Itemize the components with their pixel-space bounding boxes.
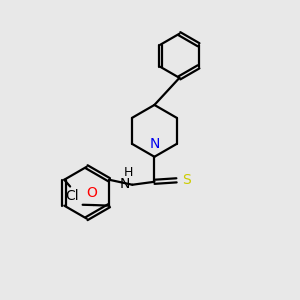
Text: O: O: [86, 186, 97, 200]
Text: Cl: Cl: [65, 190, 79, 203]
Text: N: N: [149, 137, 160, 152]
Text: S: S: [182, 173, 190, 187]
Text: N: N: [120, 177, 130, 191]
Text: H: H: [124, 167, 134, 179]
